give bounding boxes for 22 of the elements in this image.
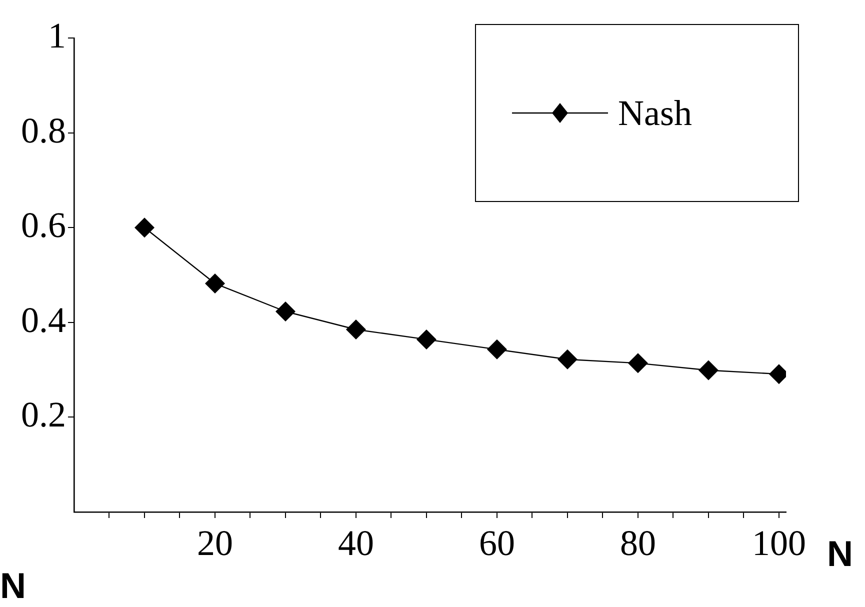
y-tick-label: 0.2 bbox=[21, 394, 66, 435]
x-tick-label: 40 bbox=[338, 523, 374, 564]
x-tick-label: 80 bbox=[620, 523, 656, 564]
point bbox=[416, 329, 436, 350]
y-tick-label: 1 bbox=[48, 15, 66, 56]
point bbox=[557, 349, 578, 370]
x-tick-label: 20 bbox=[196, 523, 233, 564]
point bbox=[134, 218, 154, 238]
x-tick-label: 100 bbox=[752, 523, 806, 564]
text: N bbox=[0, 565, 26, 606]
legend-label: Nash bbox=[618, 92, 692, 134]
y-tick-label: 0.4 bbox=[21, 300, 66, 340]
point bbox=[204, 274, 225, 294]
point bbox=[628, 353, 648, 374]
point bbox=[698, 360, 718, 380]
x-axis-title: N bbox=[827, 532, 853, 574]
point bbox=[275, 302, 296, 322]
point bbox=[346, 320, 366, 340]
y-tick-label: 0.6 bbox=[21, 205, 66, 246]
y-tick-label: 0.8 bbox=[21, 110, 66, 150]
point bbox=[486, 339, 507, 360]
x-tick-label: 60 bbox=[478, 523, 515, 564]
